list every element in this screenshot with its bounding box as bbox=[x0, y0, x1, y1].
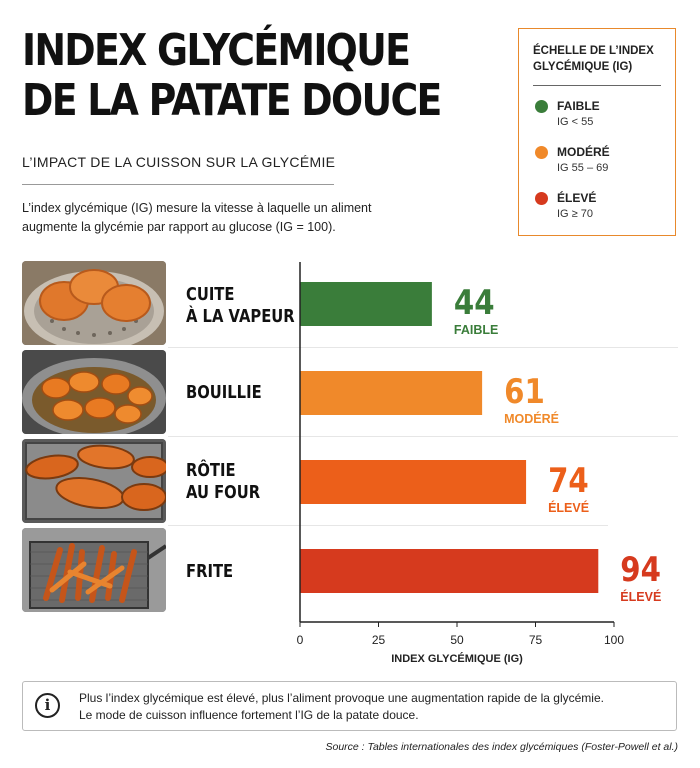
x-tick-label: 100 bbox=[604, 633, 624, 647]
boiled-sweet-potato-photo bbox=[22, 350, 166, 434]
legend-divider bbox=[533, 85, 661, 86]
legend-title: ÉCHELLE DE L’INDEX GLYCÉMIQUE (IG) bbox=[533, 45, 654, 73]
x-tick-label: 0 bbox=[297, 633, 304, 647]
value-label-boiled: 61 bbox=[504, 373, 545, 412]
legend-range-moderate: IG 55 – 69 bbox=[557, 162, 609, 174]
value-label-fried: 94 bbox=[620, 551, 661, 590]
level-label-boiled: MODÉRÉ bbox=[504, 411, 559, 426]
info-note-text: Plus l’index glycémique est élevé, plus … bbox=[79, 690, 604, 724]
category-label-steamed-line-2: À LA VAPEUR bbox=[186, 306, 295, 327]
subtitle-divider bbox=[22, 184, 334, 185]
legend-item-high: ÉLEVÉ IG ≥ 70 bbox=[533, 190, 661, 236]
category-label-roasted-line-2: AU FOUR bbox=[186, 482, 261, 503]
fried-sweet-potato-photo bbox=[22, 528, 166, 612]
value-label-roasted: 74 bbox=[548, 462, 589, 501]
row-divider bbox=[168, 436, 678, 437]
steamed-sweet-potato-photo bbox=[22, 261, 166, 345]
x-tick-label: 25 bbox=[372, 633, 386, 647]
page-title: INDEX GLYCÉMIQUE DE LA PATATE DOUCE bbox=[22, 25, 442, 126]
info-note-line-2: Le mode de cuisson influence fortement l… bbox=[79, 708, 419, 722]
category-label-fried: FRITE bbox=[186, 561, 233, 583]
category-label-steamed-line-1: CUITE bbox=[186, 284, 235, 305]
legend-dot-moderate bbox=[535, 146, 548, 159]
info-note-line-1: Plus l’index glycémique est élevé, plus … bbox=[79, 691, 604, 705]
category-label-roasted-line-1: RÔTIE bbox=[186, 460, 236, 481]
page-subtitle: L’IMPACT DE LA CUISSON SUR LA GLYCÉMIE bbox=[22, 154, 336, 170]
legend-item-low: FAIBLE IG < 55 bbox=[533, 98, 661, 144]
category-label-roasted: RÔTIE AU FOUR bbox=[186, 460, 260, 504]
category-label-boiled-line-1: BOUILLIE bbox=[186, 382, 262, 403]
legend-dot-low bbox=[535, 100, 548, 113]
legend-range-high: IG ≥ 70 bbox=[557, 208, 593, 220]
intro-text: L’index glycémique (IG) mesure la vitess… bbox=[22, 201, 372, 234]
legend-range-low: IG < 55 bbox=[557, 116, 594, 128]
category-label-fried-line-1: FRITE bbox=[186, 561, 234, 582]
title-line-1: INDEX GLYCÉMIQUE bbox=[22, 25, 411, 76]
x-tick-label: 50 bbox=[450, 633, 464, 647]
category-label-boiled: BOUILLIE bbox=[186, 382, 262, 404]
roasted-sweet-potato-photo bbox=[22, 439, 166, 523]
legend-label-moderate: MODÉRÉ bbox=[557, 145, 610, 159]
source-citation: Source : Tables internationales des inde… bbox=[325, 741, 678, 753]
row-divider bbox=[168, 347, 678, 348]
x-axis-title: INDEX GLYCÉMIQUE (IG) bbox=[391, 653, 523, 665]
level-label-fried: ÉLEVÉ bbox=[620, 589, 661, 604]
info-note: i Plus l’index glycémique est élevé, plu… bbox=[22, 681, 677, 731]
value-label-steamed: 44 bbox=[454, 284, 495, 323]
bar-fried bbox=[300, 549, 599, 593]
level-label-steamed: FAIBLE bbox=[454, 323, 498, 337]
info-icon: i bbox=[35, 693, 60, 718]
row-divider bbox=[168, 525, 608, 526]
level-label-roasted: ÉLEVÉ bbox=[548, 500, 589, 515]
legend-item-moderate: MODÉRÉ IG 55 – 69 bbox=[533, 144, 661, 190]
bar-steamed bbox=[300, 282, 432, 326]
title-line-2: DE LA PATATE DOUCE bbox=[22, 75, 442, 126]
legend-dot-high bbox=[535, 192, 548, 205]
bar-roasted bbox=[300, 460, 527, 504]
legend-label-high: ÉLEVÉ bbox=[557, 191, 597, 205]
gi-scale-legend: ÉCHELLE DE L’INDEX GLYCÉMIQUE (IG) FAIBL… bbox=[518, 28, 676, 236]
x-tick-label: 75 bbox=[529, 633, 543, 647]
category-label-steamed: CUITE À LA VAPEUR bbox=[186, 284, 295, 328]
legend-label-low: FAIBLE bbox=[557, 99, 600, 113]
bar-boiled bbox=[300, 371, 483, 415]
